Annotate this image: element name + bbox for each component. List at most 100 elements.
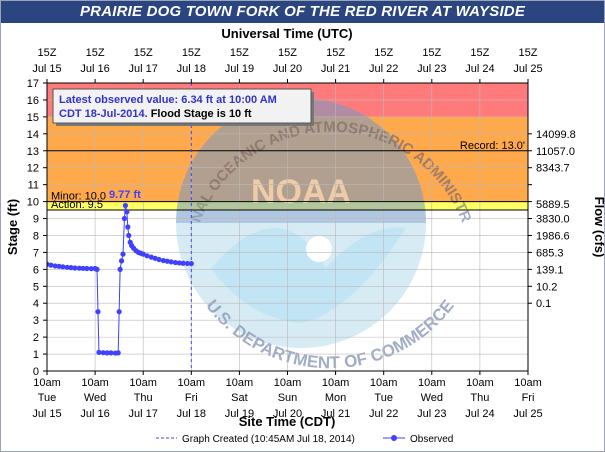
observed-point-8 xyxy=(76,265,82,271)
site-time-axis-title: Site Time (CDT) xyxy=(239,414,336,429)
legend-observed-label: Observed xyxy=(410,434,453,445)
flow-tick-label-6: 139.1 xyxy=(536,264,564,276)
utc-tick-date-3: Jul 18 xyxy=(177,63,206,75)
site-tick-date-0: Jul 15 xyxy=(32,408,61,420)
utc-tick-hour-7: 15Z xyxy=(374,47,393,59)
observed-point-13 xyxy=(94,266,100,272)
site-tick-date-1: Jul 16 xyxy=(80,408,109,420)
observed-point-40 xyxy=(156,256,162,263)
stage-tick-label-15: 15 xyxy=(27,112,39,124)
observed-series-points xyxy=(47,202,194,356)
utc-tick-date-6: Jul 21 xyxy=(321,63,350,75)
title-bar: PRAIRIE DOG TOWN FORK OF THE RED RIVER A… xyxy=(1,1,604,23)
latest-value-line1: Latest observed value: 6.34 ft at 10:00 … xyxy=(59,94,277,106)
site-tick-date-4: Jul 19 xyxy=(225,408,254,420)
site-tick-day-1: Wed xyxy=(84,392,106,404)
observed-point-43 xyxy=(168,259,174,265)
site-tick-time-3: 10am xyxy=(178,377,206,389)
flow-tick-label-13: 11057.0 xyxy=(536,146,575,158)
site-tick-time-4: 10am xyxy=(226,377,254,389)
observed-point-3 xyxy=(56,263,62,269)
observed-point-45 xyxy=(176,260,182,266)
site-tick-date-6: Jul 21 xyxy=(321,408,350,420)
observed-point-24 xyxy=(120,251,126,257)
flow-tick-label-7: 685.3 xyxy=(536,247,564,259)
flow-threshold-label: 5889.5 xyxy=(536,199,570,211)
observed-point-4 xyxy=(60,264,66,270)
site-tick-date-5: Jul 20 xyxy=(273,408,302,420)
threshold-label-2: Action: 9.5 xyxy=(51,199,103,211)
utc-tick-date-10: Jul 25 xyxy=(513,63,542,75)
hydrograph-chart: Universal Time (UTC) 15Z Jul 15 15Z Jul 16 1… xyxy=(5,26,604,445)
observed-point-17 xyxy=(104,350,110,356)
utc-tick-hour-0: 15Z xyxy=(38,47,57,59)
site-tick-day-5: Sun xyxy=(278,392,298,404)
flow-tick-label-5: 10.2 xyxy=(536,281,557,293)
flow-axis-title: Flow (cfs) xyxy=(592,197,604,258)
site-tick-time-7: 10am xyxy=(370,377,398,389)
latest-value-line2: CDT 18-Jul-2014. Flood Stage is 10 ft xyxy=(59,108,252,120)
observed-point-11 xyxy=(88,266,94,272)
utc-tick-date-8: Jul 23 xyxy=(417,63,446,75)
stage-tick-label-7: 7 xyxy=(33,247,39,259)
site-tick-day-0: Tue xyxy=(38,392,57,404)
stage-tick-label-12: 12 xyxy=(27,163,39,175)
utc-tick-hour-9: 15Z xyxy=(470,47,489,59)
stage-tick-label-17: 17 xyxy=(27,78,39,90)
legend-observed-marker xyxy=(391,435,397,441)
top-axis-ticks: 15Z Jul 15 15Z Jul 16 15Z Jul 17 15Z Jul 18 15Z J… xyxy=(32,47,543,83)
site-tick-date-7: Jul 22 xyxy=(369,408,398,420)
utc-tick-hour-4: 15Z xyxy=(230,47,249,59)
observed-point-1 xyxy=(48,262,54,268)
observed-point-42 xyxy=(164,258,170,264)
plot-area: NOAA NATIONAL OCEANIC AND ATMOSPHERIC AD… xyxy=(47,83,528,371)
utc-tick-hour-2: 15Z xyxy=(134,47,153,59)
observed-point-48 xyxy=(188,260,194,267)
stage-tick-label-13: 13 xyxy=(27,146,39,158)
chart-title: PRAIRIE DOG TOWN FORK OF THE RED RIVER A… xyxy=(79,3,526,20)
observed-point-23 xyxy=(118,258,125,264)
watermark-bird-icon xyxy=(306,236,332,262)
stage-tick-label-8: 8 xyxy=(33,230,39,242)
observed-point-41 xyxy=(160,257,167,264)
site-tick-time-0: 10am xyxy=(33,377,61,389)
stage-tick-label-16: 16 xyxy=(27,95,39,107)
stage-tick-label-5: 5 xyxy=(33,281,39,293)
utc-tick-hour-8: 15Z xyxy=(422,47,441,59)
site-tick-time-10: 10am xyxy=(514,377,542,389)
site-tick-day-6: Mon xyxy=(325,392,346,404)
observed-point-9 xyxy=(80,265,86,271)
site-tick-date-2: Jul 17 xyxy=(129,408,158,420)
observed-point-37 xyxy=(144,253,150,259)
observed-point-20 xyxy=(115,350,121,356)
utc-tick-hour-5: 15Z xyxy=(278,47,297,59)
site-tick-time-6: 10am xyxy=(322,377,350,389)
latest-value-box: Latest observed value: 6.34 ft at 10:00 … xyxy=(52,88,314,126)
stage-tick-label-3: 3 xyxy=(33,315,39,327)
site-tick-date-8: Jul 23 xyxy=(417,408,446,420)
site-tick-date-3: Jul 18 xyxy=(177,408,206,420)
site-tick-time-8: 10am xyxy=(418,377,446,389)
utc-tick-date-0: Jul 15 xyxy=(32,63,61,75)
stage-tick-label-14: 14 xyxy=(27,129,39,141)
site-tick-day-3: Fri xyxy=(185,392,198,404)
utc-tick-date-5: Jul 20 xyxy=(273,63,302,75)
crest-label: 9.77 ft xyxy=(109,189,141,201)
observed-point-6 xyxy=(68,265,74,271)
stage-tick-label-1: 1 xyxy=(33,349,39,361)
stage-axis-title: Stage (ft) xyxy=(5,199,20,255)
stage-tick-label-2: 2 xyxy=(33,332,39,344)
observed-point-7 xyxy=(72,265,78,271)
flow-tick-label-12: 8343.7 xyxy=(536,163,570,175)
threshold-label-1: Minor: 10.0 xyxy=(51,191,106,203)
observed-point-14 xyxy=(95,309,101,315)
site-tick-day-2: Thu xyxy=(134,392,153,404)
flow-axis-ticks: 14099.8 11057.0 8343.7 3830.0 1986.6 685.3 139… xyxy=(528,129,576,310)
observed-point-29 xyxy=(126,232,132,239)
top-axis-title: Universal Time (UTC) xyxy=(221,26,352,41)
observed-point-44 xyxy=(172,259,179,266)
observed-point-47 xyxy=(184,260,191,267)
utc-tick-date-2: Jul 17 xyxy=(129,63,158,75)
